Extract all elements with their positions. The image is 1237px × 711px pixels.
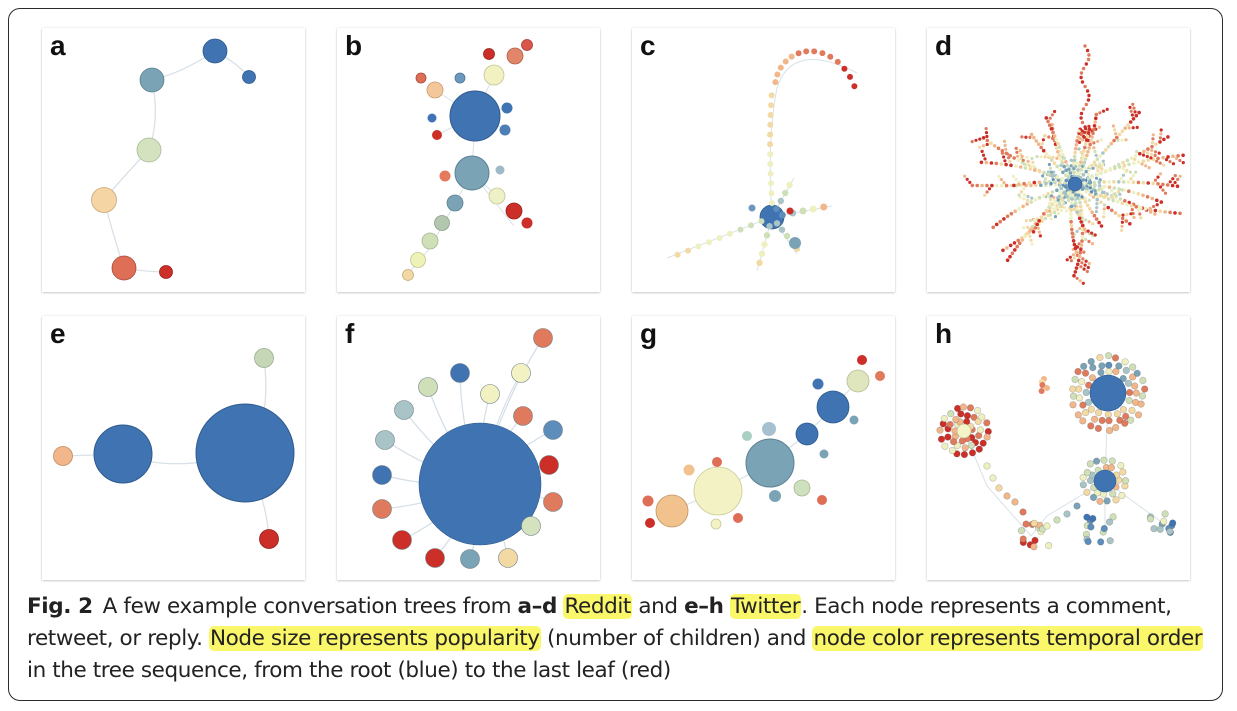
panel-label-e: e bbox=[50, 318, 66, 349]
panel-label-h: h bbox=[935, 318, 953, 349]
panel-label-d: d bbox=[935, 30, 953, 61]
highlight-node-size: Node size represents popularity bbox=[208, 626, 541, 651]
caption-space-2 bbox=[724, 594, 730, 619]
panel-b: b bbox=[337, 28, 600, 292]
figure-label: Fig. 2 bbox=[27, 594, 93, 619]
caption-bold-e: e bbox=[684, 594, 699, 619]
tree-e bbox=[53, 348, 295, 549]
panel-e: e bbox=[42, 316, 305, 580]
caption-text-4: (number of children) and bbox=[540, 626, 813, 651]
panel-label-g: g bbox=[640, 318, 658, 349]
tree-d bbox=[963, 44, 1185, 285]
caption-dash-2: – bbox=[698, 594, 709, 619]
tree-f bbox=[372, 328, 563, 569]
panel-g: g bbox=[632, 316, 895, 580]
tree-b bbox=[402, 39, 533, 281]
panel-h: h bbox=[927, 316, 1190, 580]
tree-g bbox=[642, 355, 885, 530]
caption-text-2: and bbox=[631, 594, 685, 619]
caption-bold-d: d bbox=[542, 594, 558, 619]
panel-label-c: c bbox=[640, 30, 656, 61]
panel-a: a bbox=[42, 28, 305, 292]
panel-f: f bbox=[337, 316, 600, 580]
tree-h bbox=[936, 352, 1177, 551]
panel-label-f: f bbox=[345, 318, 355, 349]
highlight-twitter: Twitter bbox=[729, 594, 802, 619]
figure-frame bbox=[8, 8, 1223, 701]
caption-text-5: in the tree sequence, from the root (blu… bbox=[27, 658, 671, 683]
panel-label-a: a bbox=[50, 30, 66, 61]
highlight-reddit: Reddit bbox=[563, 594, 632, 619]
panel-c: c bbox=[632, 28, 895, 292]
caption-bold-h: h bbox=[708, 594, 724, 619]
caption-text-3: . Each node represents a comment, retwee… bbox=[27, 594, 1172, 651]
highlight-node-color: node color represents temporal order bbox=[812, 626, 1204, 651]
figure-caption: Fig. 2 A few example conversation trees f… bbox=[27, 591, 1207, 687]
panel-label-b: b bbox=[345, 30, 363, 61]
caption-text-1: A few example conversation trees from bbox=[102, 594, 518, 619]
caption-dash-1: – bbox=[531, 594, 543, 619]
caption-bold-a: a bbox=[517, 594, 533, 619]
panel-d: d bbox=[927, 28, 1190, 292]
tree-c bbox=[666, 48, 858, 272]
tree-a bbox=[91, 38, 256, 281]
